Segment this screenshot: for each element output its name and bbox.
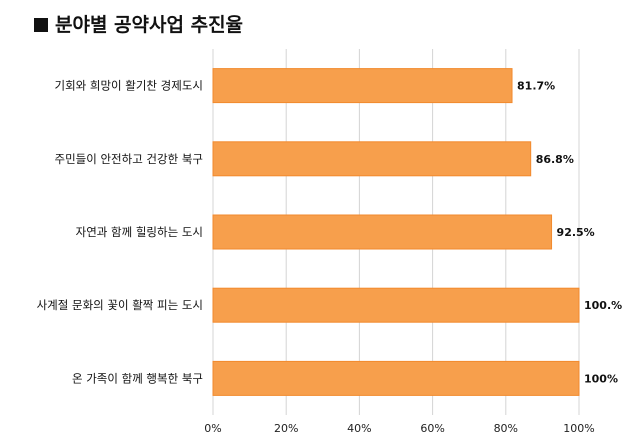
x-tick-label: 0% <box>204 422 221 435</box>
category-label: 자연과 함께 힐링하는 도시 <box>76 225 203 239</box>
value-label: 81.7% <box>517 80 555 93</box>
chart-title: 분야별 공약사업 추진율 <box>34 10 243 40</box>
x-axis-ticks: 0% 20% 40% 60% 80% 100% <box>204 422 594 435</box>
x-tick-label: 80% <box>494 422 518 435</box>
value-label: 92.5% <box>557 226 595 239</box>
category-label: 사계절 문화의 꽃이 활짝 피는 도시 <box>37 298 203 312</box>
category-label: 주민들이 안전하고 건강한 북구 <box>54 152 203 166</box>
bar <box>212 68 513 104</box>
x-tick-label: 20% <box>274 422 298 435</box>
x-tick-label: 40% <box>347 422 371 435</box>
category-label: 온 가족이 함께 행복한 북구 <box>72 371 203 385</box>
chart-title-text: 분야별 공약사업 추진율 <box>55 14 244 36</box>
bars <box>212 68 580 396</box>
title-square-icon <box>34 18 48 32</box>
value-label: 100% <box>584 372 618 385</box>
bar <box>212 287 580 323</box>
bar <box>212 360 580 396</box>
value-label: 100.% <box>584 299 622 312</box>
bar <box>212 141 532 177</box>
labels: 기회와 희망이 활기찬 경제도시 81.7% 주민들이 안전하고 건강한 북구 86.… <box>37 79 623 386</box>
x-tick-label: 100% <box>563 422 594 435</box>
x-tick-label: 60% <box>420 422 444 435</box>
category-label: 기회와 희망이 활기찬 경제도시 <box>54 79 203 93</box>
value-label: 86.8% <box>536 153 574 166</box>
bar <box>212 214 553 250</box>
